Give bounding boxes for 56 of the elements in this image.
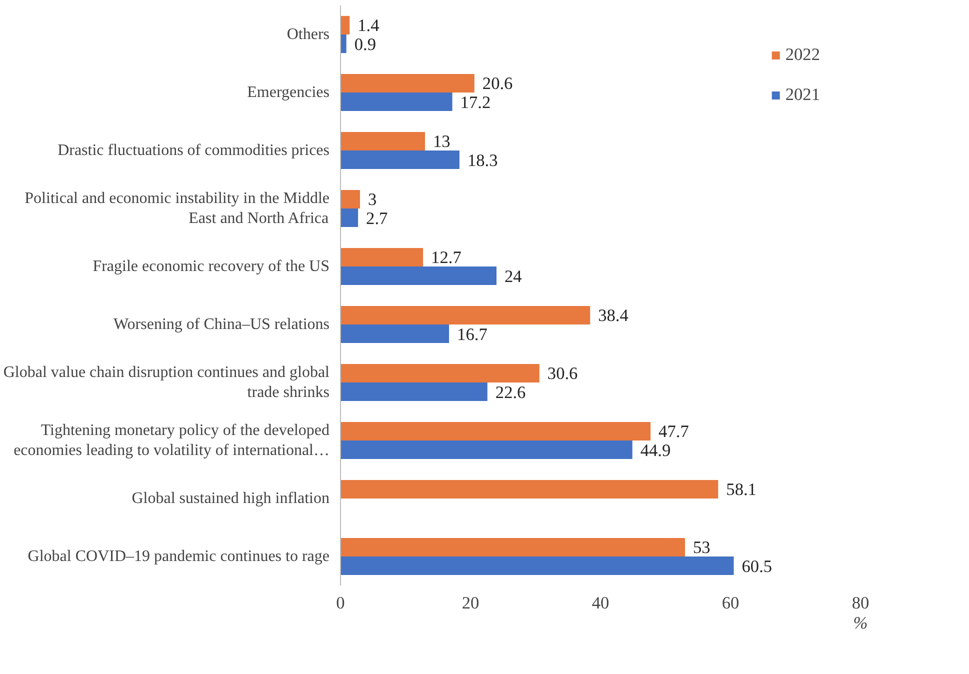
data-label: 30.6 <box>547 364 578 384</box>
bar <box>340 306 590 324</box>
data-label: 13 <box>433 132 450 152</box>
data-label: 60.5 <box>742 556 772 576</box>
data-label: 18.3 <box>467 150 498 170</box>
data-label: 2.7 <box>366 208 388 228</box>
bar <box>340 208 358 228</box>
bar <box>340 266 496 286</box>
bar <box>340 92 452 112</box>
bar <box>340 422 651 440</box>
bar <box>340 150 460 170</box>
x-tick-label: 80 <box>852 594 870 612</box>
bar <box>340 382 488 402</box>
x-tick-label: 60 <box>722 594 740 612</box>
y-tick-label: Global value chain disruption continues and global trade shrinks <box>3 364 330 402</box>
bar <box>340 324 450 344</box>
y-tick-label: Others <box>286 26 330 43</box>
y-tick-label: Global COVID–19 pandemic continues to rage <box>28 548 330 565</box>
legend-label: 2021 <box>785 85 820 105</box>
data-label: 58.1 <box>726 480 756 500</box>
data-label: 20.6 <box>482 74 514 94</box>
data-label: 17.2 <box>460 92 491 112</box>
bar <box>340 538 685 556</box>
bar <box>340 364 540 382</box>
bar <box>340 556 734 576</box>
data-label: 53 <box>693 538 710 558</box>
bar <box>340 74 474 92</box>
x-tick-label: 40 <box>592 594 610 612</box>
x-axis-title: % <box>853 614 868 632</box>
bar <box>340 190 360 208</box>
bar <box>340 248 424 266</box>
data-label: 12.7 <box>431 248 462 268</box>
y-tick-label: Drastic fluctuations of commodities prices <box>58 142 330 159</box>
data-label: 0.9 <box>354 34 376 54</box>
data-label: 47.7 <box>658 422 690 442</box>
y-tick-label: Global sustained high inflation <box>132 490 330 507</box>
x-tick-label: 20 <box>462 594 480 612</box>
bar <box>340 440 632 460</box>
data-label: 16.7 <box>457 324 488 344</box>
data-label: 1.4 <box>358 16 380 36</box>
data-label: 22.6 <box>495 382 526 402</box>
y-tick-label: Emergencies <box>247 84 330 101</box>
y-tick-label: Political and economic instability in the Middle East and North Africa <box>24 190 330 228</box>
data-label: 38.4 <box>598 306 629 326</box>
bar <box>340 132 425 150</box>
data-label: 44.9 <box>640 440 671 460</box>
data-label: 3 <box>368 190 377 210</box>
y-tick-label: Tightening monetary policy of the developed economies leading to volatility of international… <box>14 422 330 460</box>
bar <box>340 34 346 54</box>
y-tick-label: Fragile economic recovery of the US <box>92 258 330 275</box>
data-label: 24 <box>504 266 522 286</box>
bar <box>340 480 718 498</box>
bar <box>340 16 350 34</box>
y-tick-label: Worsening of China–US relations <box>113 316 330 333</box>
x-tick-label: 0 <box>336 594 345 612</box>
legend-label: 2022 <box>785 45 820 65</box>
